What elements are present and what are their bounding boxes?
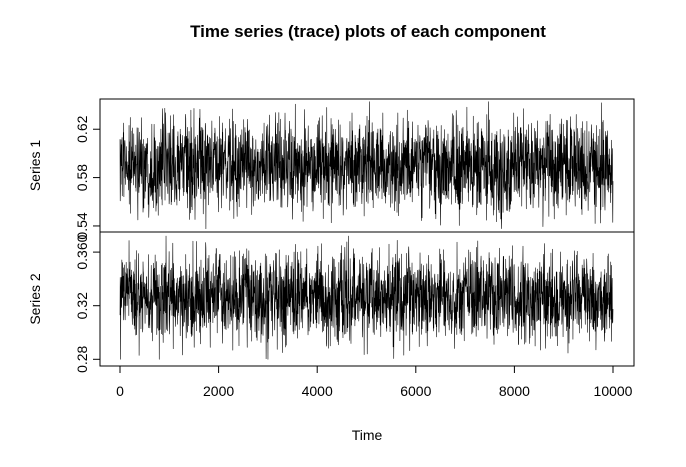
series-2-y-tick-label: 0.28 <box>74 345 90 372</box>
x-tick-label: 10000 <box>594 383 633 399</box>
series-1-y-tick-label: 0.62 <box>74 115 90 142</box>
panel-series-1: 0.54 0.58 0.62 Series 1 <box>27 98 635 240</box>
panel-series-2-frame <box>99 231 635 367</box>
series-1-y-axis: 0.54 0.58 0.62 <box>74 115 100 240</box>
series-1-trace <box>119 101 614 230</box>
series-2-y-axis: 0.28 0.32 0.360 <box>74 234 100 373</box>
series-1-y-tick-label: 0.58 <box>74 164 90 191</box>
x-tick-label: 2000 <box>203 383 234 399</box>
x-axis-label: Time <box>352 427 383 443</box>
series-2-y-tick-label: 0.32 <box>74 292 90 319</box>
x-tick-label: 0 <box>116 383 124 399</box>
x-tick-label: 4000 <box>302 383 333 399</box>
x-tick-label: 6000 <box>400 383 431 399</box>
x-tick-label: 8000 <box>499 383 530 399</box>
x-axis: 0 2000 4000 6000 8000 10000 <box>116 366 633 399</box>
series-2-trace <box>119 235 614 360</box>
series-1-y-axis-label: Series 1 <box>27 140 43 192</box>
series-2-y-tick-label: 0.360 <box>74 234 90 269</box>
series-2-y-axis-label: Series 2 <box>27 273 43 325</box>
panel-series-2: 0.28 0.32 0.360 Series 2 <box>27 231 635 373</box>
series-1-y-tick-label: 0.54 <box>74 212 90 239</box>
chart-title: Time series (trace) plots of each compon… <box>190 22 546 41</box>
